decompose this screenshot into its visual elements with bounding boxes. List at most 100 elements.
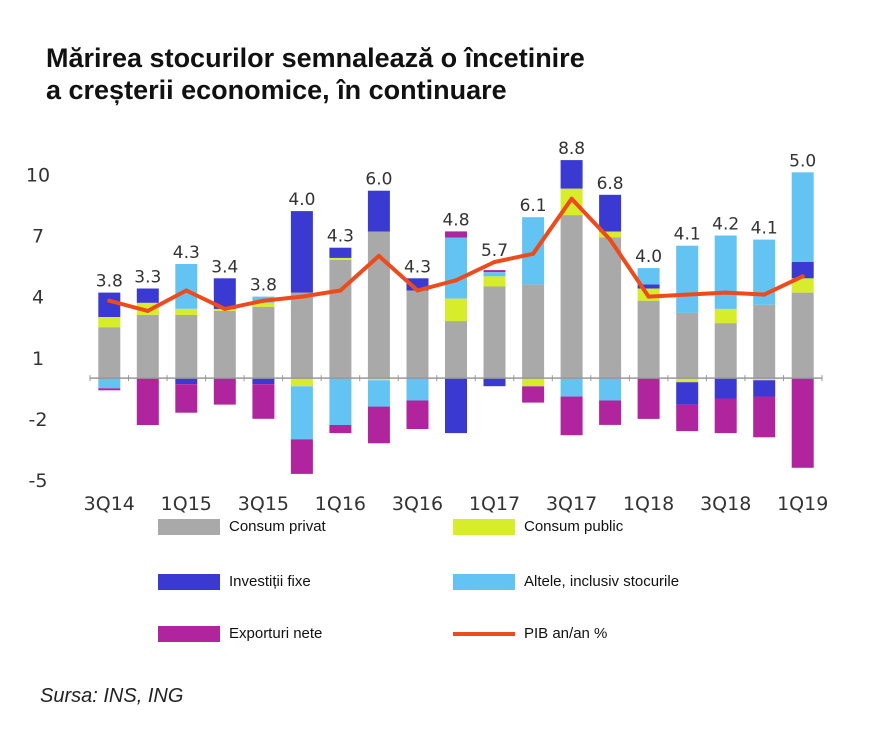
bar-consum-privat (136, 315, 159, 379)
bar-investitii-fixe (329, 247, 352, 258)
chart-title-line-1: Mărirea stocurilor semnalează o încetini… (46, 43, 585, 73)
data-label: 6.0 (365, 170, 392, 190)
pib-line-point (685, 292, 690, 297)
pib-line-point (299, 294, 304, 299)
pib-line-point (492, 260, 497, 264)
data-label: 4.2 (712, 215, 739, 235)
bar-exporturi-nete (406, 400, 429, 429)
bar-consum-privat (213, 310, 236, 379)
data-label: 4.3 (173, 243, 200, 263)
pib-line-point (646, 294, 651, 299)
bar-consum-privat (406, 290, 429, 379)
y-tick-label: 1 (32, 348, 44, 370)
data-label: 4.0 (288, 190, 315, 210)
data-label: 4.8 (442, 210, 469, 230)
bar-exporturi-nete (791, 378, 814, 468)
y-tick-label: 10 (26, 164, 50, 186)
data-label: 4.3 (327, 227, 354, 247)
bar-altele (753, 239, 776, 305)
bar-altele (290, 386, 313, 440)
data-label: 3.8 (250, 276, 277, 296)
data-labels: 3.8 3.3 4.3 3.4 3.8 4.0 4.3 6.0 4.3 4.8 5.7 6.1 8.8 6… (96, 139, 816, 296)
bar-consum-privat (714, 323, 737, 379)
pib-line-point (723, 290, 728, 295)
bar-consum-privat (676, 312, 699, 379)
bar-consum-public (98, 317, 121, 328)
bar-exporturi-nete (290, 439, 313, 474)
bar-exporturi-nete (714, 398, 737, 434)
pib-line-point (569, 196, 574, 201)
x-tick-label: 1Q18 (623, 493, 674, 515)
bar-consum-public (290, 378, 313, 387)
pib-line-point (531, 251, 536, 256)
x-tick-label: 3Q17 (546, 493, 597, 515)
x-tick-label: 1Q15 (161, 493, 212, 515)
pib-line-point (261, 298, 266, 303)
bar-exporturi-nete (599, 400, 622, 425)
bar-investitii-fixe (290, 211, 313, 293)
bar-consum-privat (522, 284, 545, 379)
bar-consum-privat (367, 231, 390, 379)
bar-exporturi-nete (213, 378, 236, 405)
bar-altele (98, 378, 121, 389)
bar-altele (560, 378, 583, 397)
pib-series-line (107, 196, 805, 313)
pib-line-point (107, 298, 112, 303)
data-label: 4.3 (404, 257, 431, 277)
pib-line-point (145, 308, 150, 313)
bar-exporturi-nete (560, 396, 583, 436)
bar-exporturi-nete (175, 384, 198, 413)
y-tick-label: -5 (29, 470, 48, 492)
pib-line-point (608, 237, 613, 242)
bar-altele (637, 268, 660, 285)
bar-consum-privat (252, 306, 275, 379)
y-tick-label: 4 (32, 287, 44, 309)
bar-consum-public (175, 308, 198, 315)
pib-line-point (222, 306, 227, 311)
bar-exporturi-nete (522, 386, 545, 403)
bar-exporturi-nete (445, 231, 467, 238)
bar-altele (714, 235, 737, 309)
y-tick-label: 7 (32, 226, 44, 248)
bar-exporturi-nete (329, 425, 352, 434)
chart-title: Mărirea stocurilor semnalează o încetini… (46, 42, 846, 106)
data-label: 6.8 (597, 174, 624, 194)
pib-line-point (762, 292, 767, 297)
bar-investitii-fixe (367, 190, 390, 232)
bar-altele (329, 378, 352, 425)
bar-altele (791, 172, 814, 262)
y-axis-ticks: 10 7 4 1 -2 -5 (26, 164, 50, 492)
bar-consum-public (753, 378, 776, 381)
bar-investitii-fixe (714, 378, 737, 399)
bar-consum-privat (599, 237, 622, 379)
data-label: 5.7 (481, 241, 508, 261)
data-label: 4.1 (674, 225, 701, 245)
bar-investitii-fixe (445, 378, 467, 434)
bar-investitii-fixe (483, 378, 506, 387)
bar-consum-privat (290, 292, 313, 379)
y-tick-label: -2 (29, 409, 48, 431)
x-tick-label: 3Q14 (84, 493, 135, 515)
data-label: 4.1 (751, 219, 778, 239)
bar-consum-privat (175, 315, 198, 379)
bar-exporturi-nete (252, 384, 275, 419)
data-label: 8.8 (558, 139, 585, 159)
bar-altele (175, 264, 198, 309)
x-tick-label: 3Q15 (238, 493, 289, 515)
source-note: Sursa: INS, ING (40, 685, 184, 707)
chart-title-line-2: a creșterii economice, în continuare (46, 75, 507, 105)
bar-consum-public (599, 231, 622, 238)
x-axis-ticks: 3Q14 1Q15 3Q15 1Q16 3Q16 1Q17 3Q17 1Q18 3Q18 1Q19 (84, 493, 829, 515)
bar-investitii-fixe (175, 378, 198, 385)
bar-consum-public (252, 302, 275, 307)
bar-investitii-fixe (98, 292, 121, 317)
bar-exporturi-nete (637, 378, 660, 419)
bar-consum-public (445, 298, 467, 322)
bar-consum-public (329, 257, 352, 260)
bar-investitii-fixe (791, 262, 814, 279)
data-label: 3.3 (134, 268, 161, 288)
bar-consum-public (791, 278, 814, 293)
x-axis-tick-marks (89, 375, 823, 382)
bar-consum-public (714, 308, 737, 324)
